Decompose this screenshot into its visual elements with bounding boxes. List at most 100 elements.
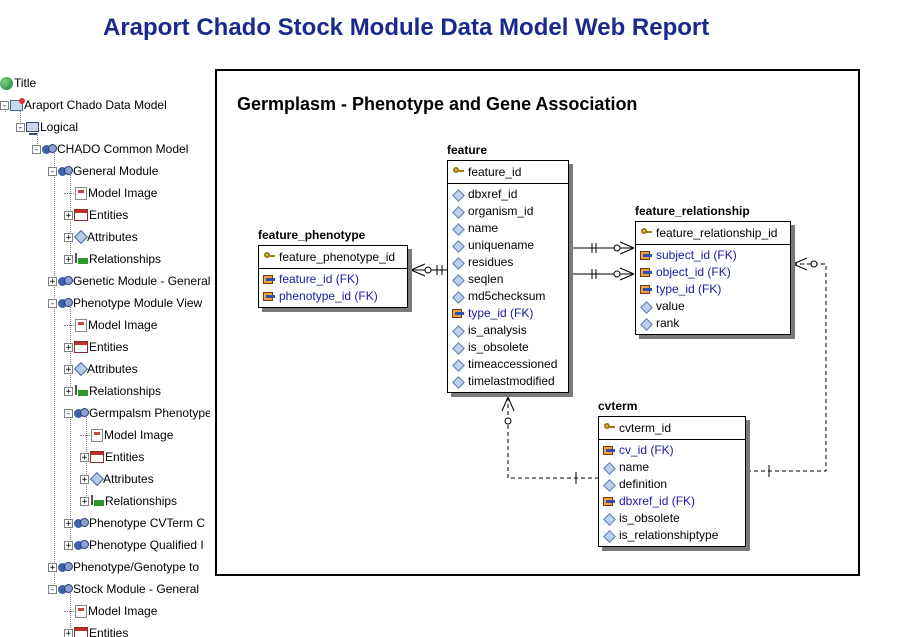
tree-item[interactable]: Model Image — [64, 600, 157, 622]
tree-item[interactable]: - General Module — [48, 160, 158, 182]
tree-item[interactable]: - Phenotype Module View — [48, 292, 202, 314]
tree-item[interactable]: + Attributes — [64, 358, 138, 380]
expand-toggle[interactable]: + — [64, 342, 73, 353]
foreign-key-column[interactable]: type_id (FK) — [448, 305, 568, 322]
tree-item[interactable]: - Stock Module - General — [48, 578, 199, 600]
attribute-column[interactable]: is_analysis — [448, 322, 568, 339]
attribute-icon — [452, 342, 465, 354]
foreign-key-column[interactable]: feature_id (FK) — [259, 271, 407, 288]
collapse-toggle[interactable]: - — [48, 298, 57, 309]
globe-icon — [0, 76, 13, 90]
foreign-key-column[interactable]: phenotype_id (FK) — [259, 288, 407, 305]
tree-item-label: Relationships — [89, 384, 162, 398]
tree-item[interactable]: Model Image — [80, 424, 173, 446]
tree-item[interactable]: + Entities — [64, 336, 128, 358]
entity-name: feature_phenotype — [258, 228, 366, 242]
tree-item[interactable]: + Relationships — [64, 380, 161, 402]
tree-connector — [80, 434, 90, 436]
tree-item[interactable]: - CHADO Common Model — [32, 138, 188, 160]
tree-item[interactable]: + Phenotype CVTerm C — [64, 512, 205, 534]
attribute-column[interactable]: md5checksum — [448, 288, 568, 305]
tree-item[interactable]: - Araport Chado Data Model — [0, 94, 167, 116]
foreign-key-column[interactable]: type_id (FK) — [636, 281, 790, 298]
collapse-toggle[interactable]: - — [48, 166, 57, 177]
entity-feature-relationship[interactable]: feature_relationship feature_relationshi… — [635, 204, 791, 335]
attribute-column[interactable]: is_obsolete — [448, 339, 568, 356]
tree-item[interactable]: + Phenotype/Genotype to — [48, 556, 199, 578]
foreign-key-column[interactable]: subject_id (FK) — [636, 247, 790, 264]
expand-toggle[interactable]: + — [48, 562, 57, 573]
tree-item[interactable]: + Entities — [64, 622, 128, 637]
entities-icon — [74, 627, 88, 637]
entity-cvterm[interactable]: cvterm cvterm_id cv_id (FK) name definitio… — [598, 399, 746, 547]
tree-item[interactable]: + Entities — [80, 446, 144, 468]
foreign-key-icon — [640, 267, 653, 279]
attribute-column[interactable]: timeaccessioned — [448, 356, 568, 373]
entity-feature-phenotype[interactable]: feature_phenotype feature_phenotype_id f… — [258, 228, 408, 308]
attribute-column[interactable]: dbxref_id — [448, 186, 568, 203]
foreign-key-icon — [263, 274, 276, 286]
tree-item[interactable]: Title — [0, 72, 36, 94]
attribute-column[interactable]: organism_id — [448, 203, 568, 220]
expand-toggle[interactable]: + — [80, 496, 89, 507]
tree-item[interactable]: - Germpalsm Phenotype — [64, 402, 210, 424]
primary-key-label: cvterm_id — [619, 421, 672, 435]
expand-toggle[interactable]: + — [80, 452, 89, 463]
attribute-column[interactable]: timelastmodified — [448, 373, 568, 390]
expand-toggle[interactable]: + — [64, 254, 73, 265]
attribute-column[interactable]: residues — [448, 254, 568, 271]
tree-item[interactable]: + Genetic Module - General — [48, 270, 210, 292]
expand-toggle[interactable]: + — [64, 210, 73, 221]
expand-toggle[interactable]: + — [64, 628, 73, 637]
tree-item[interactable]: + Attributes — [64, 226, 138, 248]
foreign-key-icon — [640, 284, 653, 296]
attribute-column[interactable]: is_obsolete — [599, 510, 745, 527]
expand-toggle[interactable]: + — [64, 364, 73, 375]
tree-item[interactable]: + Entities — [64, 204, 128, 226]
expand-toggle[interactable]: + — [64, 232, 73, 243]
foreign-key-column[interactable]: dbxref_id (FK) — [599, 493, 745, 510]
expand-toggle[interactable]: + — [48, 276, 57, 287]
tree-item[interactable]: + Attributes — [80, 468, 154, 490]
expand-toggle[interactable]: + — [64, 540, 73, 551]
attribute-column[interactable]: definition — [599, 476, 745, 493]
expand-toggle[interactable]: + — [64, 386, 73, 397]
expand-toggle[interactable]: + — [80, 474, 89, 485]
column-label: residues — [468, 255, 514, 269]
attribute-column[interactable]: name — [599, 459, 745, 476]
attribute-icon — [452, 325, 465, 337]
foreign-key-column[interactable]: object_id (FK) — [636, 264, 790, 281]
column-label: uniquename — [468, 238, 535, 252]
tree-item-label: Genetic Module - General — [73, 274, 210, 288]
entities-icon — [74, 341, 88, 353]
attribute-column[interactable]: is_relationshiptype — [599, 527, 745, 544]
attribute-column[interactable]: value — [636, 298, 790, 315]
collapse-toggle[interactable]: - — [32, 144, 41, 155]
tree-connector — [64, 192, 74, 194]
tree-item[interactable]: - Logical — [16, 116, 78, 138]
tree-item[interactable]: + Relationships — [80, 490, 177, 512]
subject-area-icon — [58, 561, 73, 573]
expand-toggle[interactable]: + — [64, 518, 73, 529]
collapse-toggle[interactable]: - — [64, 408, 73, 419]
tree-item[interactable]: + Phenotype Qualified I — [64, 534, 204, 556]
entity-box: feature_id dbxref_id organism_id name uniqu… — [447, 160, 569, 393]
attribute-icon — [452, 291, 465, 303]
attribute-column[interactable]: name — [448, 220, 568, 237]
foreign-key-column[interactable]: cv_id (FK) — [599, 442, 745, 459]
attribute-column[interactable]: rank — [636, 315, 790, 332]
tree-item[interactable]: + Relationships — [64, 248, 161, 270]
tree-item[interactable]: Model Image — [64, 182, 157, 204]
collapse-toggle[interactable]: - — [48, 584, 57, 595]
tree-connector — [64, 324, 74, 326]
entity-feature[interactable]: feature feature_id dbxref_id organism_id n… — [447, 143, 569, 393]
attribute-column[interactable]: uniquename — [448, 237, 568, 254]
tree-item-label: Phenotype/Genotype to — [73, 560, 200, 574]
tree-item[interactable]: Model Image — [64, 314, 157, 336]
attribute-icon — [603, 513, 616, 525]
collapse-toggle[interactable]: - — [0, 100, 9, 111]
primary-key-icon — [263, 251, 276, 263]
collapse-toggle[interactable]: - — [16, 122, 25, 133]
tree-connector — [64, 610, 74, 612]
attribute-column[interactable]: seqlen — [448, 271, 568, 288]
